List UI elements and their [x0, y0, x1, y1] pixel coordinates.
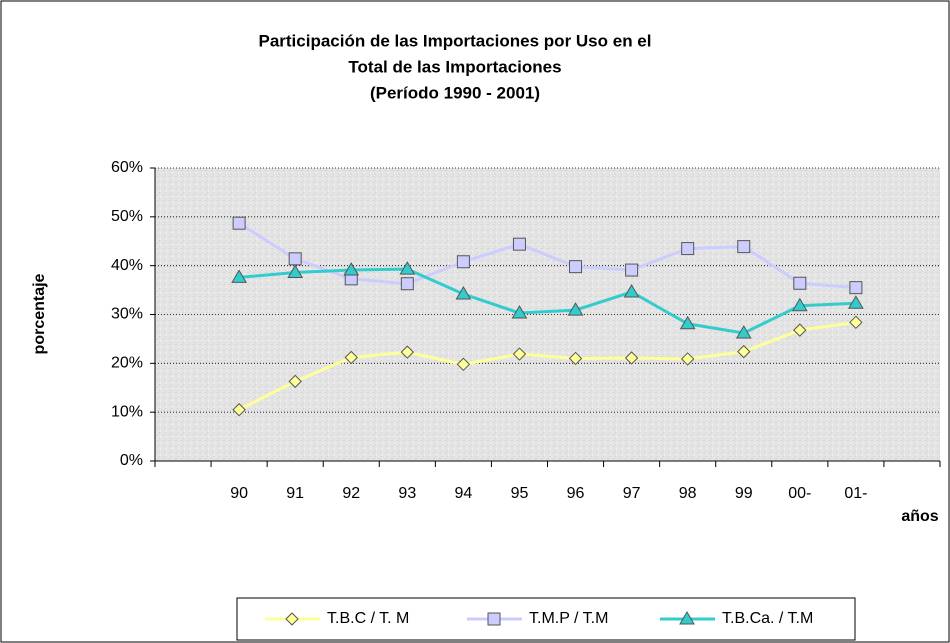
- series-line: [238, 267, 856, 335]
- marker: [456, 357, 471, 372]
- y-tick-label: 30%: [111, 306, 143, 323]
- marker: [512, 237, 526, 251]
- chart-title: Participación de las Importaciones por U…: [258, 31, 651, 50]
- marker: [568, 351, 583, 366]
- marker: [456, 255, 470, 269]
- marker: [400, 345, 415, 359]
- x-tick-label: 91: [286, 485, 304, 502]
- marker: [288, 374, 302, 389]
- x-axis-label: años: [901, 508, 938, 525]
- marker: [232, 403, 246, 417]
- marker: [623, 284, 640, 298]
- marker: [512, 347, 527, 361]
- marker: [399, 261, 416, 275]
- marker: [624, 351, 639, 365]
- x-tick-label: 94: [454, 485, 472, 502]
- marker: [737, 240, 751, 254]
- marker: [848, 295, 864, 309]
- y-tick-label: 10%: [111, 403, 143, 420]
- marker: [455, 285, 472, 300]
- x-tick-label: 00-: [788, 485, 811, 502]
- chart-title: Total de las Importaciones: [348, 57, 561, 76]
- legend-label: T.B.Ca. / T.M: [722, 610, 813, 627]
- y-axis-label: porcentaje: [31, 273, 48, 354]
- marker: [737, 344, 751, 359]
- marker: [400, 277, 414, 291]
- marker: [344, 350, 358, 365]
- marker: [793, 323, 807, 337]
- marker: [569, 260, 583, 274]
- marker: [679, 611, 695, 625]
- marker: [849, 315, 863, 330]
- y-tick-label: 0%: [120, 452, 143, 469]
- marker: [511, 305, 528, 319]
- marker: [567, 302, 584, 316]
- series-line: [238, 221, 857, 290]
- x-tick-label: 98: [679, 485, 697, 502]
- marker: [285, 612, 299, 626]
- y-tick-label: 60%: [111, 159, 143, 176]
- legend-label: T.M.P / T.M: [529, 610, 608, 627]
- marker: [232, 216, 246, 230]
- x-tick-label: 92: [342, 485, 360, 502]
- x-tick-label: 95: [511, 485, 529, 502]
- legend-label: T.B.C / T. M: [327, 610, 409, 627]
- marker: [680, 352, 695, 366]
- y-tick-label: 40%: [111, 257, 143, 274]
- marker: [679, 315, 696, 330]
- marker: [849, 281, 863, 295]
- y-tick-label: 50%: [111, 208, 143, 225]
- marker: [288, 252, 302, 266]
- chart-title: (Período 1990 - 2001): [370, 83, 540, 102]
- x-tick-label: 90: [230, 485, 248, 502]
- marker: [487, 612, 501, 626]
- marker: [625, 263, 639, 277]
- marker: [791, 297, 808, 312]
- marker: [681, 242, 695, 256]
- marker: [231, 269, 247, 283]
- x-tick-label: 96: [567, 485, 585, 502]
- marker: [287, 264, 304, 279]
- marker: [793, 276, 807, 290]
- x-tick-label: 97: [623, 485, 641, 502]
- marker: [343, 262, 360, 276]
- x-tick-label: 01-: [844, 485, 867, 502]
- y-tick-label: 20%: [111, 355, 143, 372]
- x-tick-label: 93: [398, 485, 416, 502]
- series-line: [238, 320, 857, 412]
- x-tick-label: 99: [735, 485, 753, 502]
- marker: [735, 325, 752, 339]
- legend: [236, 597, 856, 641]
